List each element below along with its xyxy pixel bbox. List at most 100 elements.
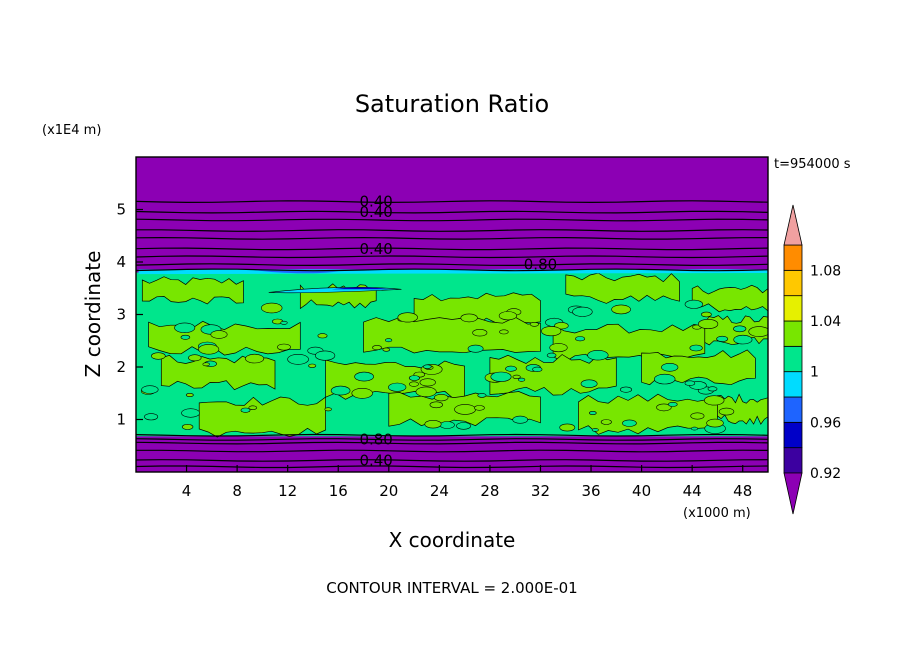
fluctuation-blob xyxy=(240,407,251,413)
high-value-patch xyxy=(363,316,541,354)
contour-line xyxy=(136,441,768,445)
contour-line xyxy=(136,200,768,204)
fluctuation-blob xyxy=(748,326,768,337)
fluctuation-blob xyxy=(141,385,159,394)
fluctuation-blob xyxy=(684,380,696,386)
colorbar-label: 0.96 xyxy=(810,415,841,431)
contour-label: 0.40 xyxy=(359,451,392,469)
fluctuation-blob xyxy=(419,378,436,387)
contour-interval-note: CONTOUR INTERVAL = 2.000E-01 xyxy=(326,579,577,597)
fluctuation-blob xyxy=(261,302,283,314)
colorbar-box xyxy=(783,396,803,423)
fluctuation-blob xyxy=(554,322,569,330)
colorbar-label: 1.04 xyxy=(810,314,841,330)
colorbar-min-triangle xyxy=(783,472,803,515)
y-axis-title: Z coordinate xyxy=(81,251,105,378)
fluctuation-blob xyxy=(541,326,562,337)
fluctuation-blob xyxy=(473,405,485,411)
chart-title: Saturation Ratio xyxy=(355,90,549,118)
x-tick-label: 32 xyxy=(531,482,550,500)
fluctuation-blob xyxy=(656,403,672,412)
fluctuation-blob xyxy=(330,385,351,396)
fluctuation-blob xyxy=(181,408,201,418)
fluctuation-blob xyxy=(512,374,521,380)
fluctuation-blob xyxy=(622,419,637,427)
x-unit-label: (x1000 m) xyxy=(683,506,751,521)
fluctuation-blob xyxy=(499,329,509,335)
fluctuation-blob xyxy=(619,386,632,393)
fluctuation-blob xyxy=(588,410,597,415)
contour-line xyxy=(136,433,768,437)
fluctuation-blob xyxy=(434,394,449,402)
colorbar-box xyxy=(783,295,803,322)
fluctuation-blob xyxy=(733,334,753,345)
high-value-patch xyxy=(565,272,680,304)
fluctuation-blob xyxy=(703,395,725,406)
fluctuation-blob xyxy=(198,344,220,355)
x-tick-label: 36 xyxy=(581,482,600,500)
fluctuation-blob xyxy=(248,405,258,410)
fluctuation-blob xyxy=(397,312,418,323)
contour-line xyxy=(136,236,768,240)
y-tick-label: 1 xyxy=(116,411,126,429)
fluctuation-blob xyxy=(512,415,529,424)
fluctuation-blob xyxy=(180,334,191,340)
y-axis-ticks: 1 2 3 4 5 xyxy=(116,201,143,429)
x-tick-label: 48 xyxy=(733,482,752,500)
fluctuation-blob xyxy=(580,379,598,388)
colorbar: 0.92 0.96 1 1.04 1.08 xyxy=(783,204,841,515)
fluctuation-blob xyxy=(351,387,373,399)
contour-line xyxy=(136,465,768,469)
contour-label: 0.80 xyxy=(359,430,392,448)
colorbar-box xyxy=(783,371,803,398)
fluctuation-blob xyxy=(706,418,724,428)
fluctuation-blob xyxy=(429,401,443,409)
contour-line xyxy=(136,210,768,214)
x-tick-label: 44 xyxy=(683,482,702,500)
fluctuation-blob xyxy=(587,350,609,361)
contour-line xyxy=(136,247,768,251)
dark-blue-streak xyxy=(331,287,389,290)
fluctuation-blob xyxy=(532,366,543,373)
fluctuation-blob xyxy=(572,306,593,317)
fluctuation-blob xyxy=(689,344,703,352)
fluctuation-blob xyxy=(280,320,288,325)
colorbar-box xyxy=(783,269,803,297)
y-tick-label: 4 xyxy=(116,253,126,271)
contour-field xyxy=(136,157,768,472)
contour-line xyxy=(136,459,768,462)
contour-line xyxy=(136,449,768,453)
fluctuation-blob xyxy=(600,419,612,425)
fluctuation-blob xyxy=(188,354,202,362)
fluctuation-blob xyxy=(287,353,309,365)
fluctuation-blob xyxy=(546,352,557,358)
x-tick-label: 16 xyxy=(329,482,348,500)
fluctuation-blob xyxy=(174,322,196,333)
fluctuation-blob xyxy=(690,426,698,431)
fluctuation-blob xyxy=(144,413,159,421)
colorbar-max-triangle xyxy=(783,204,803,246)
time-label: t=954000 s xyxy=(774,157,851,172)
fluctuation-blob xyxy=(611,304,631,315)
colorbar-box xyxy=(783,447,803,474)
fluctuation-blob xyxy=(575,336,586,342)
contour-line xyxy=(136,263,768,267)
fluctuation-blob xyxy=(716,335,729,342)
fluctuation-blob xyxy=(477,393,487,398)
fluctuation-blob xyxy=(277,343,291,351)
fluctuation-blob xyxy=(559,423,576,432)
fluctuation-blob xyxy=(529,321,540,327)
fluctuation-blob xyxy=(690,412,705,420)
x-axis-ticks: 4 8 12 16 20 24 28 32 36 40 44 48 xyxy=(182,465,752,500)
fluctuation-blob xyxy=(422,364,432,369)
fluctuation-blob xyxy=(439,421,455,429)
fluctuation-blob xyxy=(424,420,442,429)
fluctuation-blob xyxy=(701,311,712,318)
fluctuation-blob xyxy=(181,423,194,430)
contour-label: 0.40 xyxy=(359,240,392,258)
contour-label: 0.40 xyxy=(359,203,392,221)
fluctuation-blob xyxy=(517,377,526,382)
fluctuation-blob xyxy=(467,344,484,353)
fluctuation-blob xyxy=(549,343,568,353)
contour-label: 0.80 xyxy=(524,256,557,274)
